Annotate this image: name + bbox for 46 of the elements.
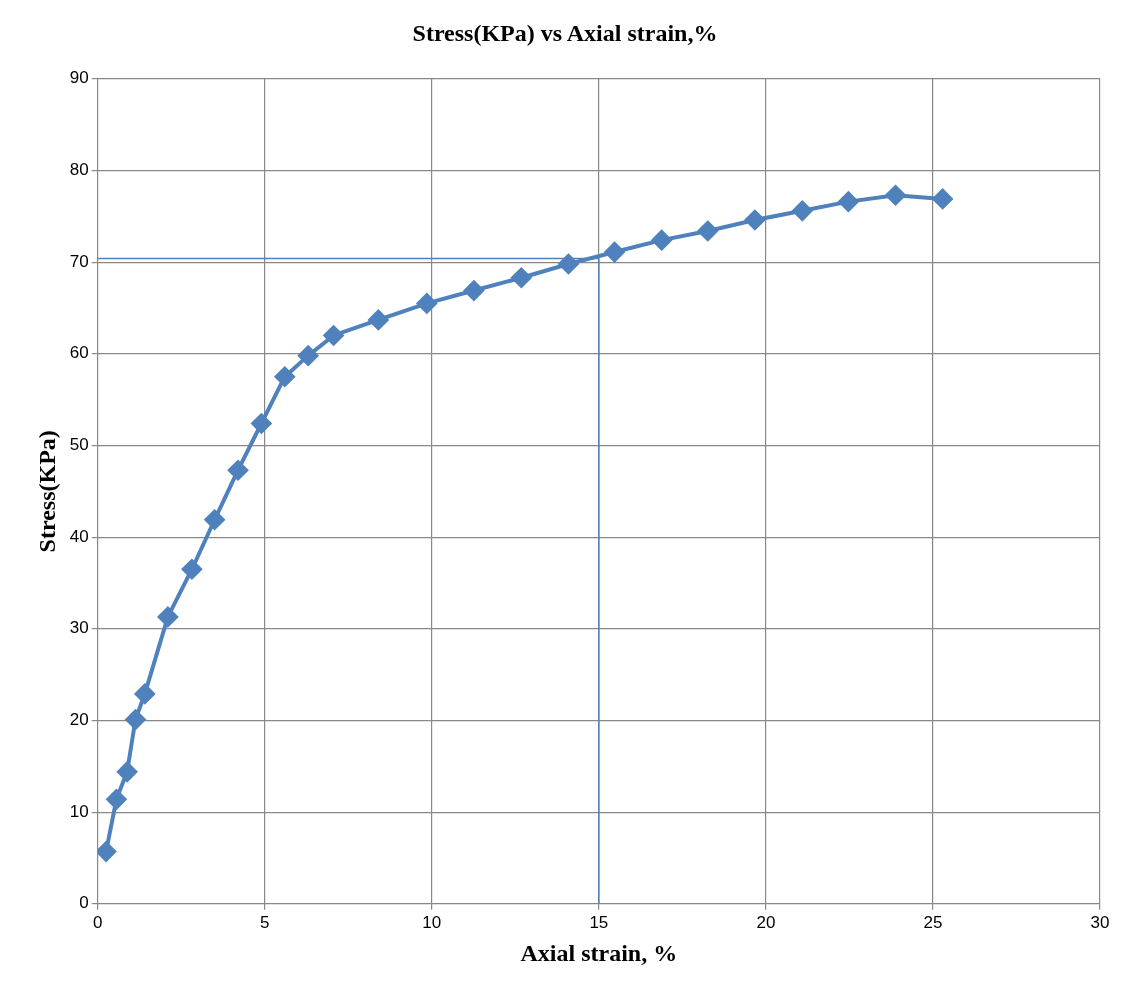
point [204, 509, 225, 530]
x-tick-label: 0 [92, 912, 103, 932]
point [463, 280, 484, 301]
point [298, 345, 319, 366]
y-tick-label: 10 [69, 801, 89, 821]
y-tick-label: 90 [69, 68, 89, 88]
point [117, 761, 138, 782]
point [134, 683, 155, 704]
x-tick-label: 30 [1090, 912, 1110, 932]
point [323, 325, 344, 346]
y-tick-label: 0 [79, 893, 89, 913]
x-tick-label: 25 [923, 912, 943, 932]
chart-title: Stress(KPa) vs Axial strain,% [412, 19, 718, 46]
point [885, 185, 906, 206]
y-tick-label: 40 [69, 526, 89, 546]
point [368, 309, 389, 330]
point [744, 209, 765, 230]
point [604, 242, 625, 263]
x-tick-label: 15 [589, 912, 609, 932]
x-tick-label: 5 [260, 912, 270, 932]
point [97, 841, 117, 862]
point [838, 191, 859, 212]
x-tick-label: 20 [756, 912, 776, 932]
point [181, 559, 202, 580]
point [651, 230, 672, 251]
point [125, 709, 146, 730]
y-tick-label: 20 [69, 710, 89, 730]
x-tick-label: 10 [422, 912, 442, 932]
y-tick-label: 80 [69, 160, 89, 180]
point [697, 220, 718, 241]
y-axis-title: Stress(KPa) [33, 430, 60, 553]
point [228, 460, 249, 481]
point [416, 293, 437, 314]
y-tick-label: 60 [69, 343, 89, 363]
point [932, 188, 953, 209]
y-tick-label: 70 [69, 251, 89, 271]
point [274, 366, 295, 387]
point [558, 253, 579, 274]
point [157, 606, 178, 627]
point [792, 200, 813, 221]
y-tick-label: 50 [69, 435, 89, 455]
point [106, 789, 127, 810]
x-axis-title: Axial strain, % [520, 939, 678, 966]
y-tick-label: 30 [69, 618, 89, 638]
point [511, 267, 532, 288]
point [251, 413, 272, 434]
